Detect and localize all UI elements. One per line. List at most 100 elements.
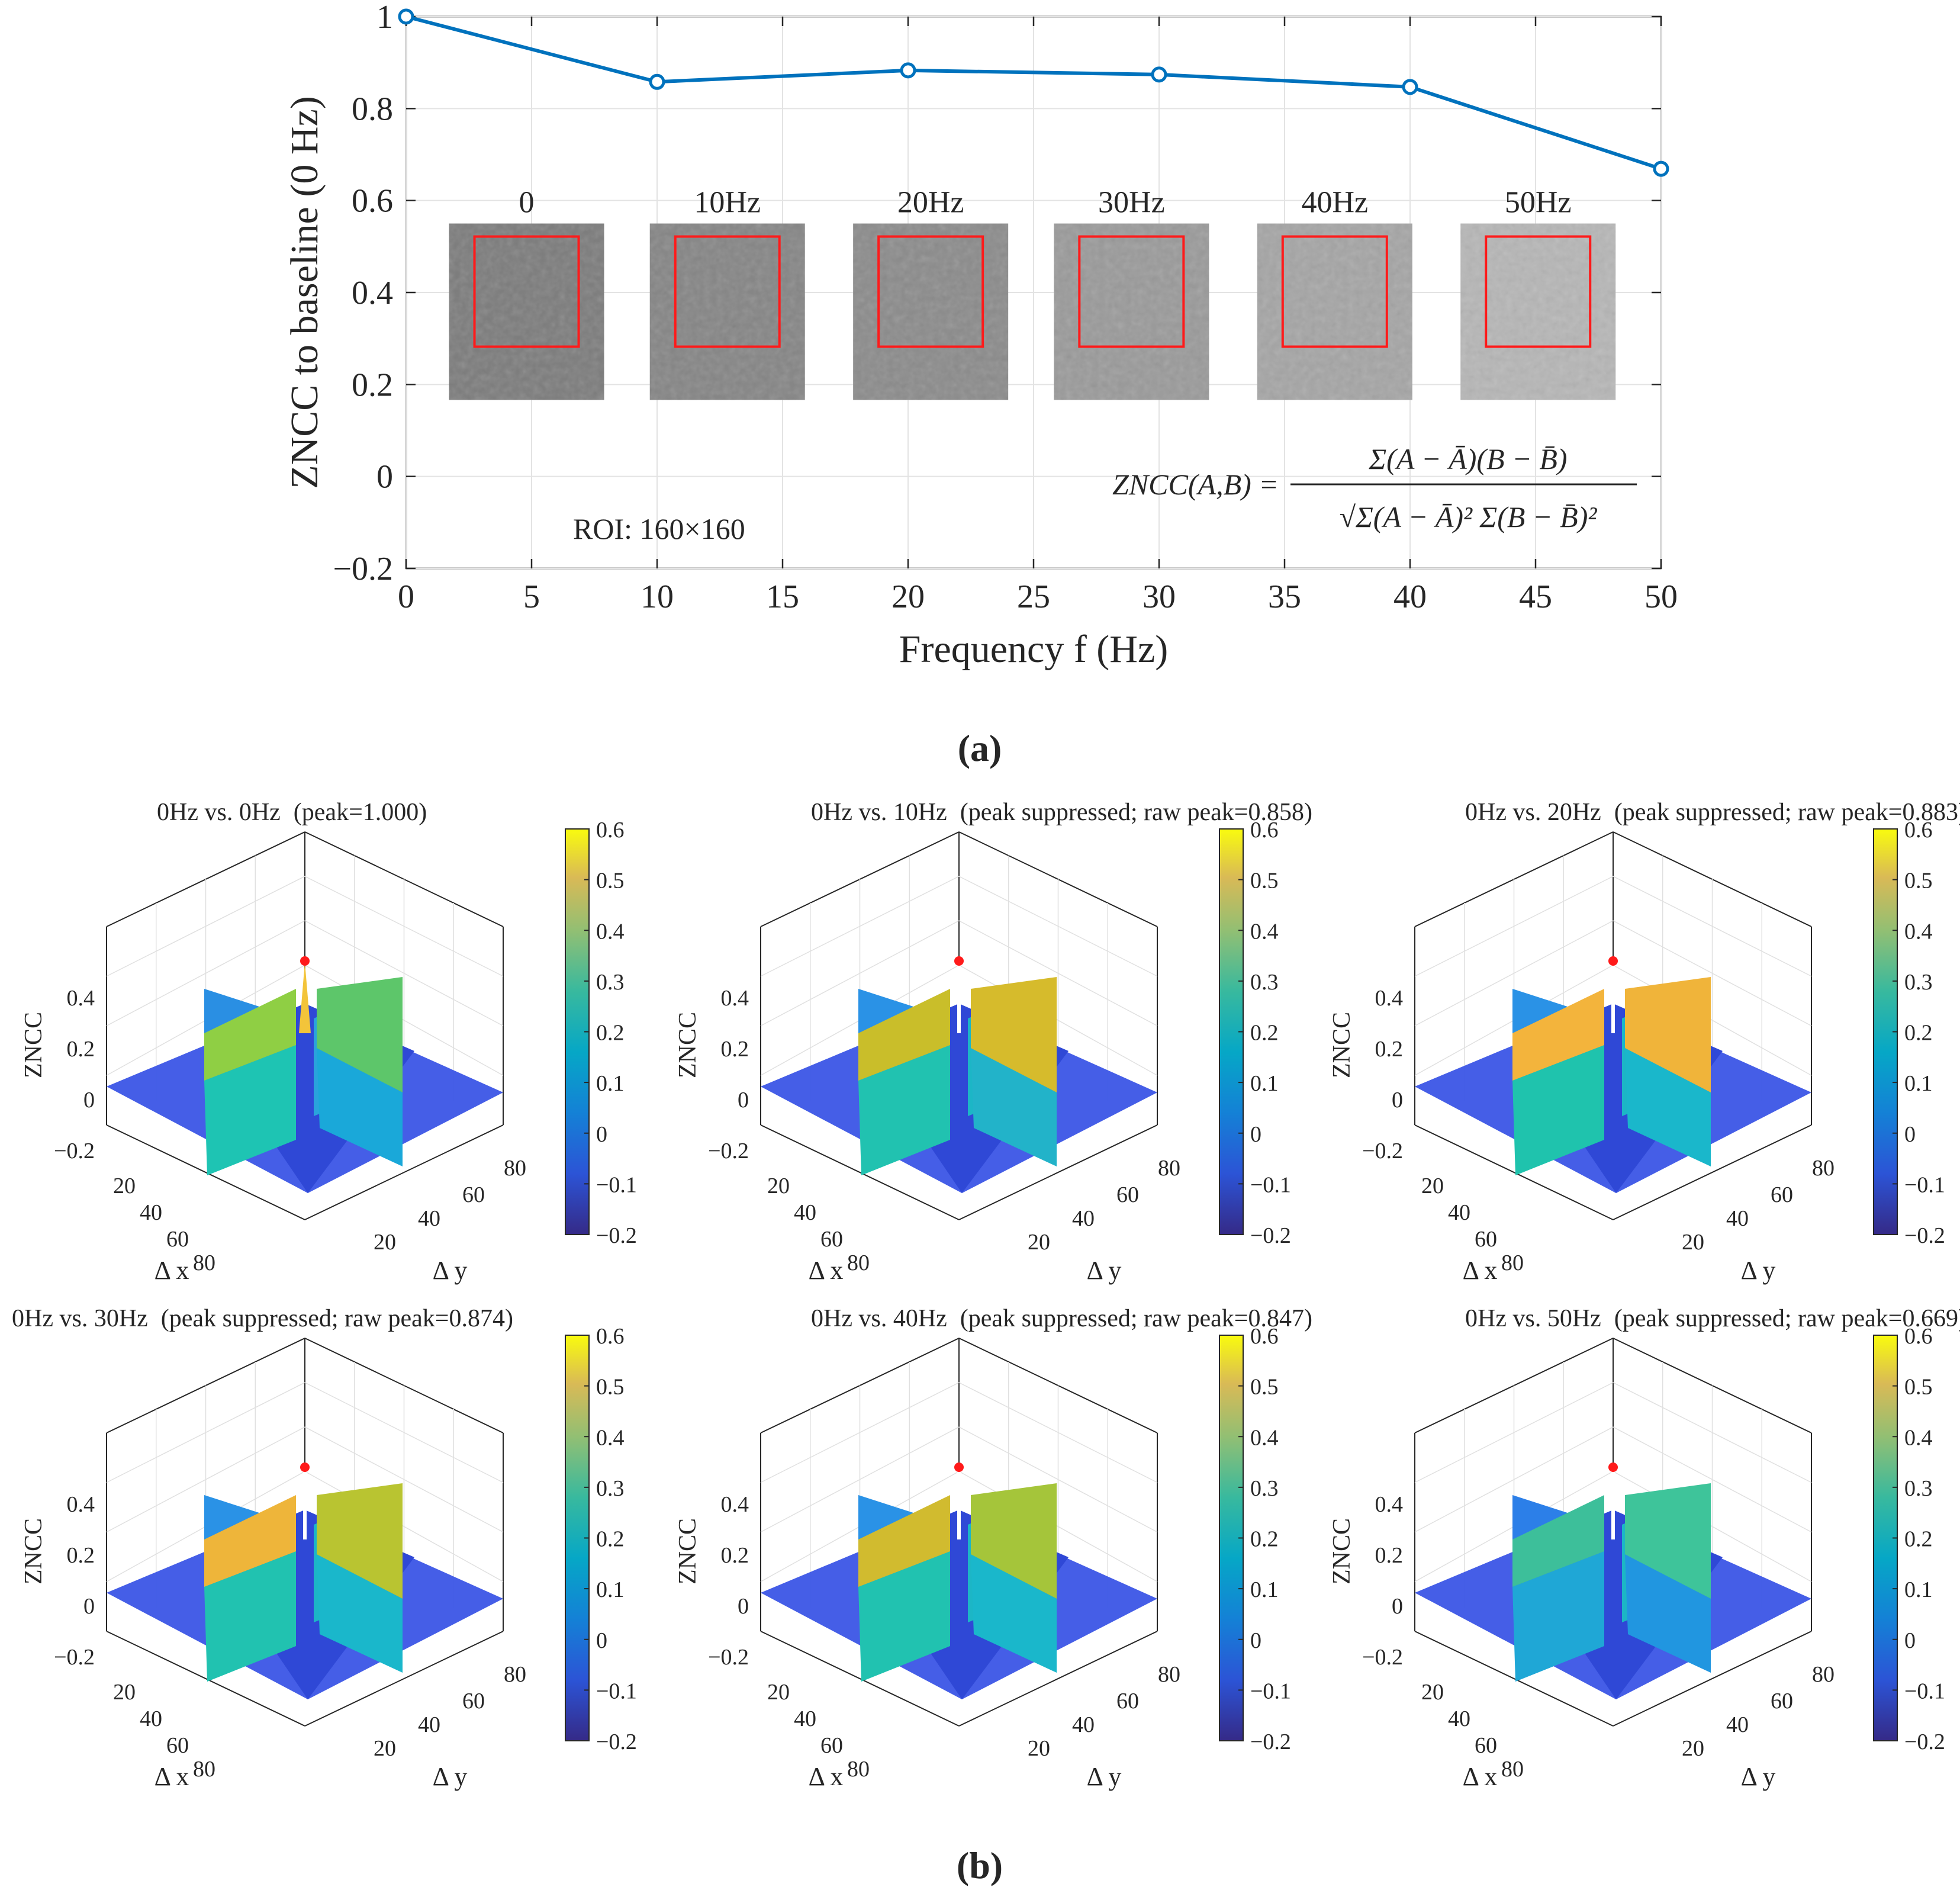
y-axis-label: Δ y xyxy=(1741,1256,1776,1285)
x-axis-label: Frequency f (Hz) xyxy=(899,628,1168,671)
subplot-title: 0Hz vs. 50Hz (peak suppressed; raw peak=0… xyxy=(1465,1305,1960,1332)
colorbar-tick-label: 0.6 xyxy=(1250,818,1279,843)
colorbar-tick-label: 0.1 xyxy=(1250,1577,1279,1602)
x-tick-label: 5 xyxy=(523,578,540,615)
y-tick-label: 0.6 xyxy=(352,183,393,220)
y-tick-label: 0.8 xyxy=(352,91,393,127)
z-axis-label: ZNCC xyxy=(674,1518,701,1584)
data-point xyxy=(649,73,665,90)
z-tick-label: −0.2 xyxy=(54,1645,95,1670)
colorbar-tick-label: 0.5 xyxy=(1250,1375,1279,1400)
y-axis-label: Δ y xyxy=(1087,1256,1122,1285)
x-tick-label: 20 xyxy=(767,1174,790,1198)
subplot-title-note: (peak suppressed; raw peak=0.669) xyxy=(1614,1305,1960,1332)
colorbar-tick-label: 0.3 xyxy=(596,1476,625,1501)
data-point xyxy=(900,62,916,79)
colorbar-tick-label: −0.2 xyxy=(596,1730,637,1754)
roi-box xyxy=(473,235,580,348)
grid-line xyxy=(1613,1471,1812,1582)
y-tick-label: 60 xyxy=(462,1182,485,1207)
peak-marker xyxy=(300,956,310,966)
subplot-title-note: (peak suppressed; raw peak=0.874) xyxy=(161,1305,513,1332)
colorbar-tick-label: 0.6 xyxy=(596,818,625,843)
z-axis-label: ZNCC xyxy=(20,1012,47,1078)
z-tick-label: −0.2 xyxy=(54,1139,95,1163)
z-tick-label: 0 xyxy=(83,1594,95,1619)
z-tick-label: 0 xyxy=(1392,1594,1403,1619)
x-axis-label: Δ x xyxy=(1463,1256,1498,1285)
subplot-title: 0Hz vs. 10Hz (peak suppressed; raw peak=0… xyxy=(811,799,1312,826)
z-axis-label: ZNCC xyxy=(674,1012,701,1078)
colorbar-tick-label: −0.2 xyxy=(1250,1730,1291,1754)
box-edge xyxy=(958,1124,1158,1220)
x-tick-label: 60 xyxy=(820,1733,843,1758)
y-tick-label: 20 xyxy=(374,1230,396,1255)
x-tick-label: 80 xyxy=(847,1757,870,1782)
axis-ticks: 0 5 10 15 20 25 30 35 40 45 50−0.200.20.40.60.81 xyxy=(333,0,1678,615)
x-tick-label: 30 xyxy=(1142,578,1176,615)
colorbar-tick-label: 0.3 xyxy=(1250,970,1279,995)
x-tick-label: 20 xyxy=(767,1680,790,1705)
colorbar-tick-label: 0.1 xyxy=(596,1577,625,1602)
surface-right-wall-lower xyxy=(317,1554,403,1673)
surface-right-wall-lower xyxy=(317,1048,403,1166)
surface-plots-panel: 0Hz vs. 0Hz (peak=1.000) 0.4 0.2 0 −0.2 ZNCC 20… xyxy=(12,799,1960,1791)
colorbar-tick-label: 0.2 xyxy=(1904,1021,1933,1046)
y-axis-label: ZNCC to baseline (0 Hz) xyxy=(283,96,326,489)
peak-marker xyxy=(300,1462,310,1472)
z-tick-label: 0.4 xyxy=(721,1492,749,1517)
colorbar-tick-label: 0.6 xyxy=(1904,1324,1933,1349)
grid-line xyxy=(304,1471,504,1582)
z-tick-label: 0.4 xyxy=(1375,986,1404,1011)
peak-marker xyxy=(954,956,964,966)
y-tick-label: 40 xyxy=(1072,1712,1095,1737)
speckle-texture xyxy=(1460,223,1616,400)
x-tick-label: 40 xyxy=(1448,1200,1470,1225)
inset-image: 20Hz xyxy=(853,186,1009,400)
inset-label: 20Hz xyxy=(897,186,964,220)
x-tick-label: 80 xyxy=(193,1251,215,1275)
colorbar-tick-label: 0 xyxy=(596,1122,607,1147)
y-tick-label: 0.2 xyxy=(352,367,393,403)
colorbar-tick-label: 0.4 xyxy=(1904,919,1933,944)
surface-right-wall-lower xyxy=(1625,1048,1711,1166)
colorbar-tick-label: 0.3 xyxy=(1904,970,1933,995)
series-line xyxy=(405,15,1662,171)
speckle-texture xyxy=(1257,223,1412,400)
colorbar-tick-label: 0.3 xyxy=(1250,1476,1279,1501)
colorbar-tick-label: −0.2 xyxy=(1904,1223,1945,1248)
surface-subplot: 0Hz vs. 0Hz (peak=1.000) 0.4 0.2 0 −0.2 ZNCC 20… xyxy=(20,799,637,1285)
z-tick-label: 0.2 xyxy=(67,1037,95,1062)
z-tick-label: 0 xyxy=(738,1088,749,1113)
colorbar-tick-label: −0.2 xyxy=(1250,1223,1291,1248)
colorbar-tick-label: 0.2 xyxy=(596,1021,625,1046)
y-tick-label: 60 xyxy=(1116,1182,1139,1207)
subplot-title-main: 0Hz vs. 10Hz xyxy=(811,799,947,826)
z-tick-label: 0.4 xyxy=(1375,1492,1404,1517)
surface-subplot: 0Hz vs. 50Hz (peak suppressed; raw peak=0… xyxy=(1328,1305,1960,1791)
roi-box xyxy=(1281,235,1388,348)
y-tick-label: 60 xyxy=(1771,1689,1793,1714)
x-tick-label: 60 xyxy=(166,1733,189,1758)
colorbar-tick-label: 0.1 xyxy=(596,1071,625,1096)
x-tick-label: 80 xyxy=(847,1251,870,1275)
surface-left-wall-upper xyxy=(1512,989,1604,1081)
data-point xyxy=(1402,79,1418,95)
surface-left-wall-lower xyxy=(204,1045,296,1175)
x-tick-label: 35 xyxy=(1268,578,1301,615)
subplot-title-main: 0Hz vs. 0Hz xyxy=(157,799,281,826)
surface-right-wall-upper xyxy=(971,1483,1057,1599)
y-tick-label: 80 xyxy=(504,1156,526,1181)
y-axis-label: Δ y xyxy=(433,1762,468,1791)
x-tick-label: 60 xyxy=(1475,1227,1497,1252)
inset-label: 30Hz xyxy=(1098,186,1165,220)
z-tick-label: 0 xyxy=(738,1594,749,1619)
colorbar-tick-label: 0.2 xyxy=(1904,1527,1933,1552)
formula-denominator: √Σ(A − Ā)² Σ(B − B̄)² xyxy=(1340,500,1598,533)
y-tick-label: 20 xyxy=(1682,1736,1704,1761)
y-tick-label: 60 xyxy=(462,1689,485,1714)
colorbar-tick-label: 0 xyxy=(1250,1122,1261,1147)
colorbar-tick-label: 0.2 xyxy=(1250,1021,1279,1046)
panel-label-b: (b) xyxy=(957,1844,1003,1886)
colorbar-tick-label: −0.2 xyxy=(1904,1730,1945,1754)
